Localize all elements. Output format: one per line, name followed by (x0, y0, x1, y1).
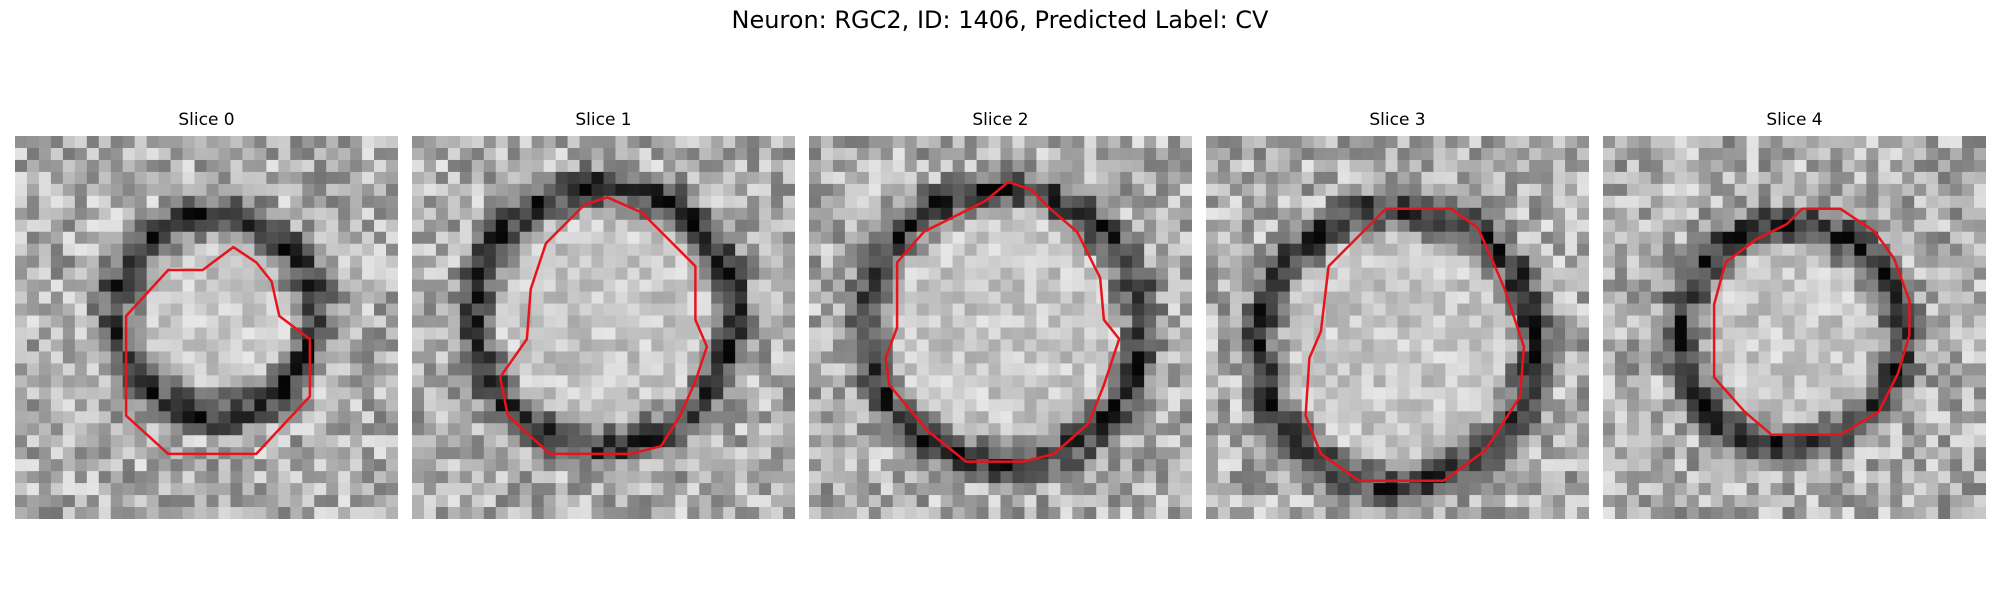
segmentation-contour (124, 245, 312, 456)
grayscale-pixel-grid (1603, 136, 1986, 519)
slice-image (1603, 136, 1986, 519)
figure-title: Neuron: RGC2, ID: 1406, Predicted Label:… (731, 6, 1269, 34)
slice-panel-0: Slice 0 (15, 110, 398, 519)
slice-panel-2: Slice 2 (809, 110, 1192, 519)
grayscale-pixel-grid (1206, 136, 1589, 519)
segmentation-contour (498, 196, 709, 456)
segmentation-contour (1712, 207, 1911, 436)
slice-image (809, 136, 1192, 519)
slice-image (1206, 136, 1589, 519)
slice-title: Slice 3 (1369, 110, 1426, 130)
grayscale-pixel-grid (15, 136, 398, 519)
slice-image (412, 136, 795, 519)
grayscale-pixel-grid (809, 136, 1192, 519)
slice-panel-3: Slice 3 (1206, 110, 1589, 519)
segmentation-contour (1304, 207, 1526, 482)
slice-title: Slice 0 (178, 110, 235, 130)
grayscale-pixel-grid (412, 136, 795, 519)
slice-panel-4: Slice 4 (1603, 110, 1986, 519)
slice-title: Slice 4 (1766, 110, 1823, 130)
slice-image (15, 136, 398, 519)
slice-title: Slice 1 (575, 110, 632, 130)
slice-panel-1: Slice 1 (412, 110, 795, 519)
segmentation-contour (884, 180, 1121, 463)
slice-title: Slice 2 (972, 110, 1029, 130)
